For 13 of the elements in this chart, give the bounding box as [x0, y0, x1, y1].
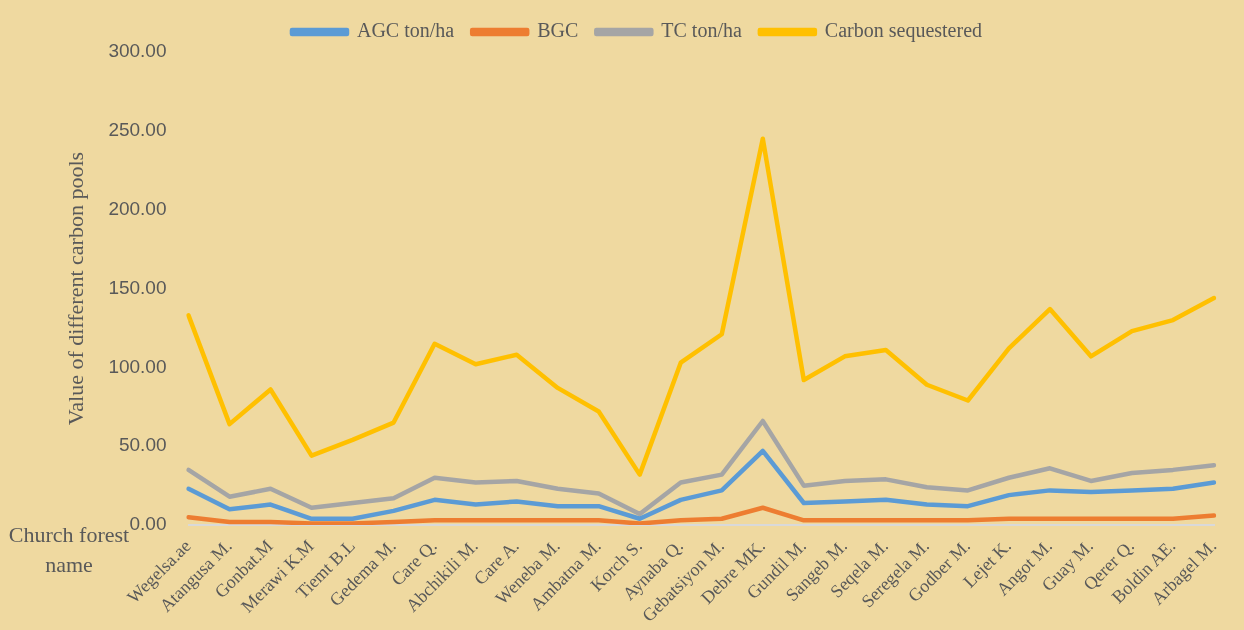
legend-label: BGC: [537, 19, 579, 42]
legend-label: Carbon sequestered: [824, 19, 983, 43]
y-tick-label: 150.00: [108, 276, 167, 298]
y-tick-label: 100.00: [108, 355, 167, 377]
y-tick-label: 50.00: [118, 434, 167, 456]
y-tick-label: 0.00: [129, 513, 167, 535]
x-axis-title: Church forest name: [8, 522, 130, 577]
y-tick-label: 200.00: [108, 197, 167, 219]
y-tick-label: 250.00: [108, 119, 167, 141]
legend-label: AGC ton/ha: [356, 19, 455, 42]
y-axis-title: Value of different carbon pools: [62, 151, 88, 426]
legend-label: TC ton/ha: [661, 19, 742, 42]
y-tick-label: 300.00: [108, 40, 167, 62]
